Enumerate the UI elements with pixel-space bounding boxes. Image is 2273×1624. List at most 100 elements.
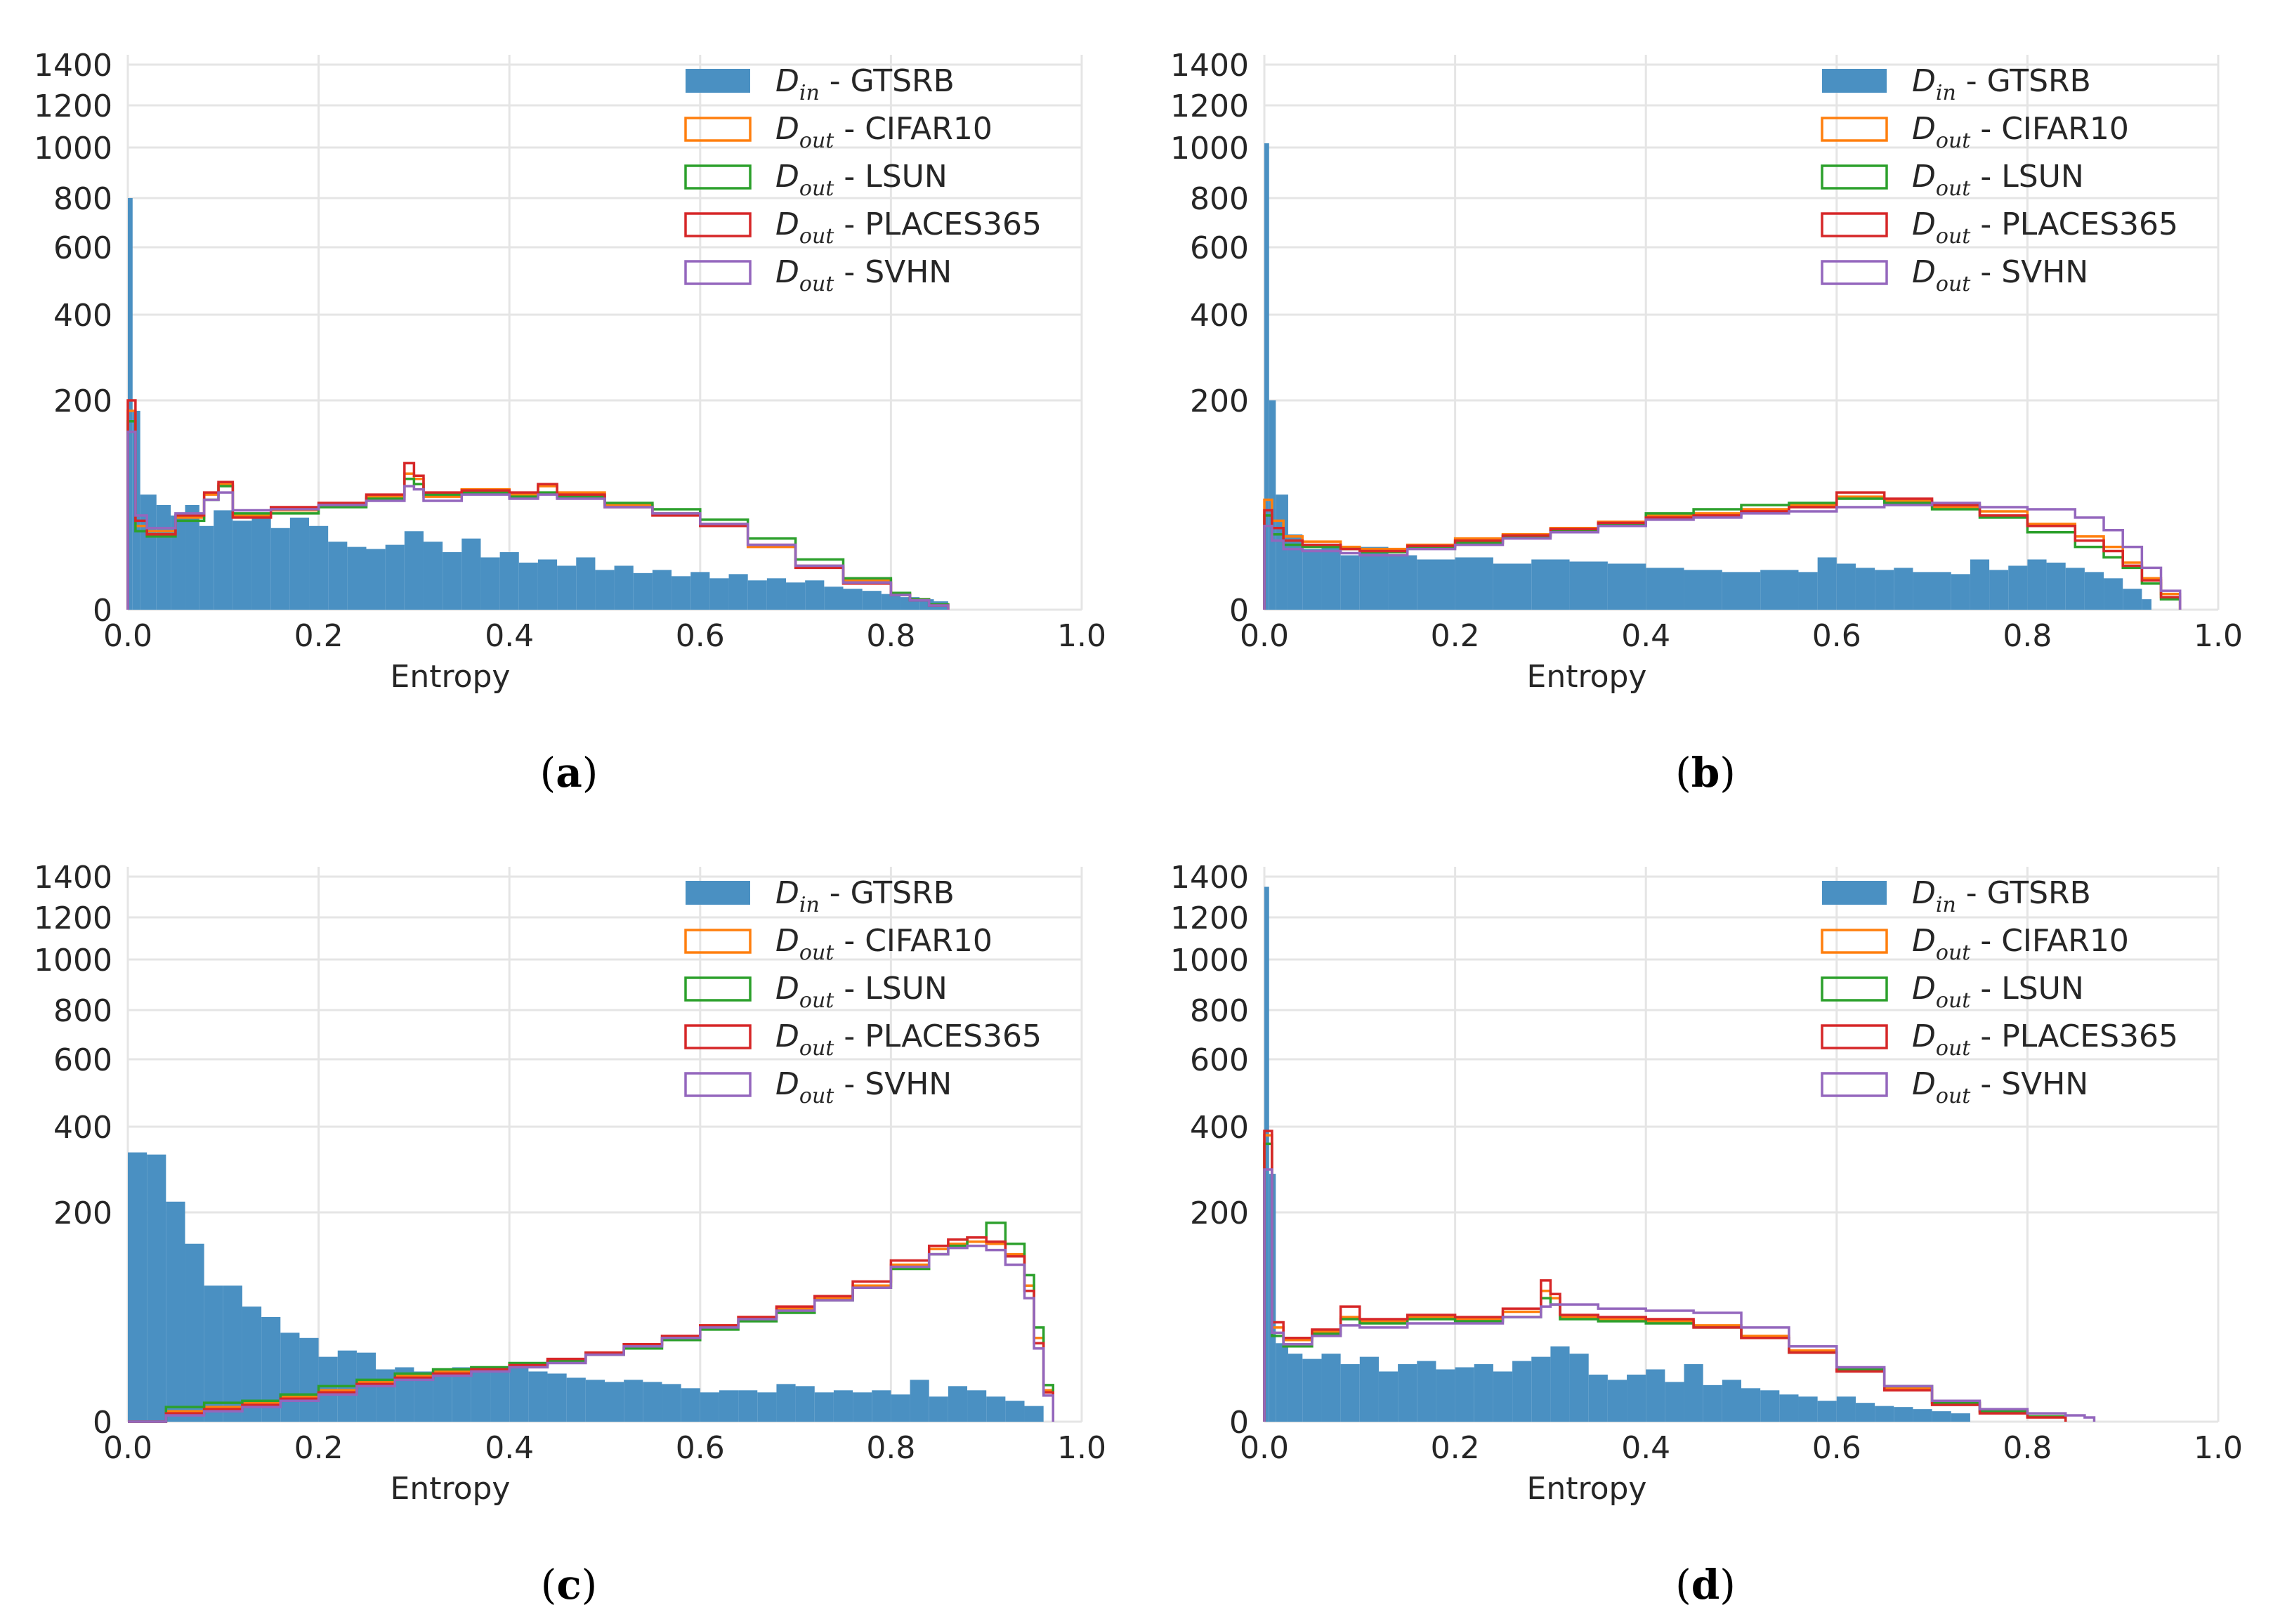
- legend-entry-cifar10: Dout - CIFAR10: [1821, 111, 2129, 153]
- legend-label: Dout - CIFAR10: [775, 923, 993, 965]
- bar: [1288, 534, 1303, 610]
- x-axis-label: Entropy: [1527, 1471, 1647, 1507]
- y-tick-label: 800: [1190, 993, 1249, 1029]
- histogram-a: 0.0 0.2 0.4 0.6 0.8 1.0 0 200 400 600 800 1000 1200 1…: [34, 48, 1106, 797]
- legend-swatch: [686, 881, 750, 905]
- bar: [2027, 559, 2047, 610]
- bar: [404, 531, 424, 610]
- x-tick-label: 0.2: [1431, 1430, 1480, 1466]
- bar: [1455, 557, 1493, 610]
- legend-swatch: [684, 976, 752, 1002]
- y-tick-label: 200: [53, 384, 112, 419]
- y-tick-label: 400: [53, 1110, 112, 1146]
- histogram-c: 0.0 0.2 0.4 0.6 0.8 1.0 0 200 400 600 800 1000 1200 1…: [34, 860, 1106, 1609]
- bar: [853, 1392, 872, 1422]
- bar: [309, 525, 329, 610]
- bar: [147, 1154, 166, 1422]
- x-tick-label: 0.8: [866, 1430, 915, 1466]
- bar: [289, 517, 310, 610]
- legend-swatch: [684, 164, 752, 190]
- bar: [633, 572, 653, 610]
- legend-swatch: [684, 1024, 752, 1049]
- legend-swatch: [1821, 929, 1888, 954]
- bar: [1417, 559, 1455, 610]
- bar: [1951, 1413, 1970, 1422]
- legend-swatch: [684, 260, 752, 285]
- panel-b: 0.0 0.2 0.4 0.6 0.8 1.0 0 200 400 600 800 1000 1200 1…: [1136, 0, 2273, 812]
- x-tick-label: 0.0: [103, 618, 152, 654]
- bar: [757, 1392, 777, 1422]
- legend-swatch: [1821, 976, 1888, 1002]
- x-tick-label: 1.0: [2194, 618, 2243, 654]
- bar: [681, 1388, 700, 1422]
- in-distribution-bars: [128, 198, 948, 610]
- bar: [814, 1392, 834, 1422]
- x-tick-label: 0.0: [1240, 1430, 1289, 1466]
- bar: [1894, 1407, 1913, 1422]
- in-distribution-bars: [1264, 143, 2151, 610]
- bar: [433, 1369, 452, 1422]
- bar: [1436, 1369, 1455, 1422]
- bar: [1417, 1361, 1436, 1422]
- legend-label: Dout - LSUN: [775, 971, 948, 1013]
- y-tick-label: 200: [53, 1196, 112, 1231]
- legend-entry-cifar10: Dout - CIFAR10: [684, 923, 993, 965]
- bar: [299, 1337, 319, 1422]
- bar: [537, 559, 558, 610]
- panel-d: 0.0 0.2 0.4 0.6 0.8 1.0 0 200 400 600 800 1000 1200 1…: [1136, 812, 2273, 1624]
- legend-swatch: [684, 1072, 752, 1097]
- bar: [690, 572, 710, 610]
- bar: [251, 515, 271, 610]
- bar: [347, 546, 367, 610]
- bar: [1703, 1384, 1722, 1422]
- bar: [480, 557, 500, 610]
- x-tick-label: 0.4: [485, 618, 534, 654]
- legend-entry-in: Din - GTSRB: [686, 875, 955, 917]
- bar: [1913, 572, 1951, 610]
- legend-swatch: [1821, 260, 1888, 285]
- series-line-svhn: [1263, 1168, 2096, 1422]
- bar: [1798, 1396, 1818, 1422]
- bar: [1607, 563, 1646, 610]
- bar: [171, 515, 185, 610]
- y-tick-label: 600: [53, 1042, 112, 1078]
- bar: [805, 580, 825, 610]
- bar: [2123, 589, 2142, 610]
- bar: [128, 198, 133, 610]
- bar: [643, 1382, 662, 1422]
- bar: [471, 1367, 491, 1422]
- legend-entry-places365: Dout - PLACES365: [1821, 207, 2178, 249]
- y-tick-label: 1000: [1170, 131, 1249, 166]
- bar: [1588, 1374, 1608, 1422]
- x-tick-label: 0.8: [2003, 1430, 2052, 1466]
- bar: [1913, 1409, 1932, 1422]
- legend-label: Din - GTSRB: [1912, 63, 2091, 105]
- legend-entry-lsun: Dout - LSUN: [684, 159, 948, 201]
- bar: [862, 591, 882, 610]
- bar: [223, 1285, 242, 1422]
- bar: [1836, 1396, 1856, 1422]
- bar: [1569, 561, 1608, 610]
- bar: [1302, 1358, 1322, 1422]
- bar: [1474, 1364, 1493, 1422]
- bar: [232, 520, 252, 610]
- legend-label: Din - GTSRB: [775, 63, 955, 105]
- bar: [948, 1386, 968, 1422]
- series-line-lsun: [128, 1222, 1055, 1423]
- bar: [443, 552, 462, 610]
- y-tick-label: 600: [53, 230, 112, 266]
- bar: [1760, 570, 1799, 610]
- legend-entry-places365: Dout - PLACES365: [1821, 1019, 2178, 1061]
- bar: [1531, 1356, 1551, 1422]
- y-tick-label: 400: [53, 298, 112, 334]
- bar: [280, 1332, 300, 1422]
- y-tick-label: 800: [53, 993, 112, 1029]
- series-line-svhn: [126, 430, 950, 610]
- legend-entry-in: Din - GTSRB: [1822, 875, 2091, 917]
- y-tick-label: 800: [1190, 181, 1249, 217]
- bar: [786, 582, 806, 610]
- bar: [1398, 1364, 1417, 1422]
- y-tick-label: 1000: [34, 131, 112, 166]
- bar: [605, 1382, 624, 1422]
- legend-swatch: [1821, 212, 1888, 237]
